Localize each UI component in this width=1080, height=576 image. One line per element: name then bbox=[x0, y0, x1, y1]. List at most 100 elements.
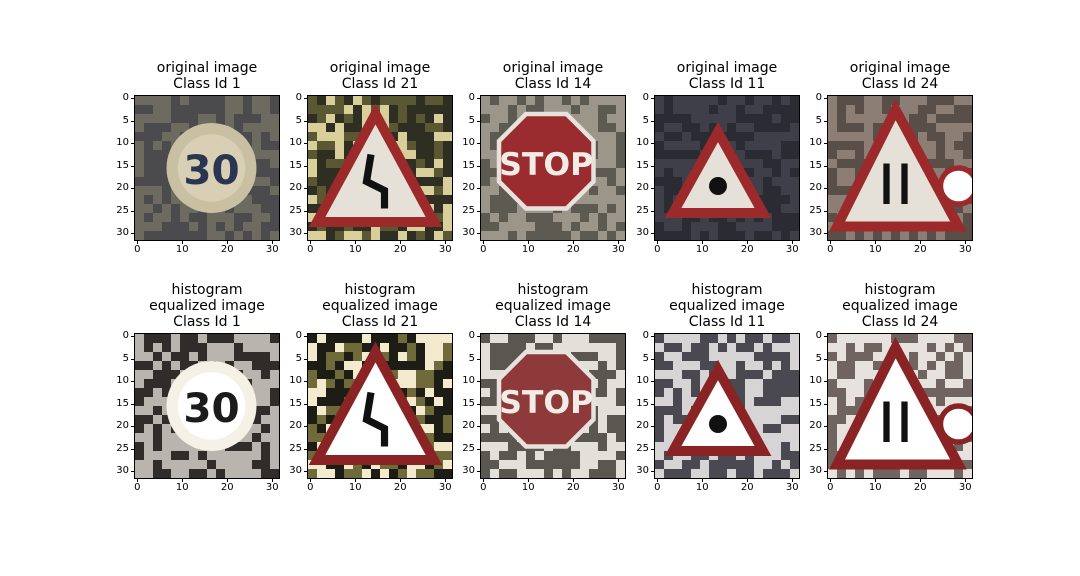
pixel-block bbox=[790, 105, 799, 114]
pixel-block bbox=[443, 141, 452, 150]
y-tick-label: 10 bbox=[462, 375, 475, 387]
pixel-block bbox=[443, 213, 452, 222]
pixel-block bbox=[598, 424, 607, 433]
x-tick-label: 30 bbox=[958, 482, 972, 493]
x-tick-mark bbox=[137, 478, 139, 482]
pixel-block bbox=[954, 123, 963, 132]
pixel-block bbox=[353, 361, 362, 370]
panel-title: histogram equalized image Class Id 24 bbox=[842, 282, 958, 330]
pixel-block bbox=[855, 361, 864, 370]
pixel-block bbox=[745, 132, 754, 141]
pixel-block bbox=[261, 195, 270, 204]
pixel-block bbox=[598, 397, 607, 406]
pixel-block bbox=[954, 379, 963, 388]
pixel-block bbox=[252, 231, 261, 240]
pixel-block bbox=[252, 460, 261, 469]
pixel-block bbox=[353, 114, 362, 123]
pixel-block bbox=[846, 397, 855, 406]
pixel-block bbox=[763, 343, 772, 352]
pixel-block bbox=[135, 379, 144, 388]
pixel-block bbox=[855, 334, 864, 343]
pixel-block bbox=[207, 451, 216, 460]
pixel-block bbox=[490, 141, 499, 150]
pixel-block bbox=[144, 370, 153, 379]
pixel-block bbox=[425, 114, 434, 123]
pixel-block bbox=[655, 132, 664, 141]
pixel-block bbox=[763, 177, 772, 186]
x-tick-mark bbox=[227, 240, 229, 244]
pixel-block bbox=[580, 231, 589, 240]
pixel-block bbox=[963, 123, 972, 132]
pixel-block bbox=[225, 451, 234, 460]
y-tick-label: 20 bbox=[636, 420, 649, 432]
pixel-block bbox=[790, 388, 799, 397]
pixel-block bbox=[616, 397, 625, 406]
pixel-block bbox=[655, 361, 664, 370]
pixel-block bbox=[691, 222, 700, 231]
y-tick-mark bbox=[304, 358, 308, 360]
pixel-block bbox=[855, 96, 864, 105]
pixel-block bbox=[846, 352, 855, 361]
panel-title: histogram equalized image Class Id 11 bbox=[669, 282, 785, 330]
pixel-block bbox=[736, 222, 745, 231]
pixel-block bbox=[691, 105, 700, 114]
panel-title-line: histogram bbox=[171, 282, 243, 298]
pixel-block bbox=[270, 442, 279, 451]
y-tick-mark bbox=[477, 233, 481, 235]
pixel-block bbox=[918, 469, 927, 478]
pixel-block bbox=[261, 343, 270, 352]
pixel-block bbox=[598, 213, 607, 222]
pixel-block bbox=[673, 159, 682, 168]
pixel-block bbox=[616, 213, 625, 222]
pixel-block bbox=[598, 186, 607, 195]
pixel-block bbox=[754, 379, 763, 388]
y-tick-label: 5 bbox=[468, 352, 475, 364]
pixel-block bbox=[909, 114, 918, 123]
pixel-block bbox=[607, 168, 616, 177]
pixel-block bbox=[781, 204, 790, 213]
y-tick-label: 0 bbox=[815, 330, 822, 342]
pixel-block bbox=[781, 141, 790, 150]
pixel-block bbox=[900, 231, 909, 240]
pixel-block bbox=[490, 177, 499, 186]
pixel-block bbox=[144, 123, 153, 132]
pixel-block bbox=[571, 442, 580, 451]
pixel-block bbox=[416, 150, 425, 159]
pixel-block bbox=[416, 352, 425, 361]
pixel-block bbox=[234, 222, 243, 231]
pixel-block bbox=[763, 204, 772, 213]
pixel-block bbox=[828, 177, 837, 186]
pixel-block bbox=[781, 352, 790, 361]
pixel-block bbox=[308, 96, 317, 105]
pixel-block bbox=[308, 114, 317, 123]
x-tick-label: 10 bbox=[175, 244, 189, 255]
pixel-block bbox=[517, 204, 526, 213]
pixel-block bbox=[317, 334, 326, 343]
pixel-block bbox=[790, 195, 799, 204]
pixel-block bbox=[335, 150, 344, 159]
pixel-block bbox=[407, 132, 416, 141]
pixel-block bbox=[490, 186, 499, 195]
pixel-block bbox=[607, 451, 616, 460]
pixel-block bbox=[434, 343, 443, 352]
panel-title-line: equalized image bbox=[842, 298, 958, 314]
pixel-block bbox=[171, 442, 180, 451]
pixel-block bbox=[398, 352, 407, 361]
y-tick-label: 25 bbox=[116, 442, 129, 454]
pixel-block bbox=[945, 379, 954, 388]
pixel-block bbox=[918, 379, 927, 388]
pixel-block bbox=[499, 352, 508, 361]
pixel-block bbox=[700, 222, 709, 231]
pixel-block bbox=[673, 415, 682, 424]
pixel-block bbox=[837, 132, 846, 141]
pixel-block bbox=[416, 379, 425, 388]
pixel-block bbox=[873, 231, 882, 240]
y-tick-label: 25 bbox=[289, 204, 302, 216]
pixel-block bbox=[135, 132, 144, 141]
pixel-block bbox=[198, 114, 207, 123]
pixel-block bbox=[398, 123, 407, 132]
pixel-block bbox=[772, 415, 781, 424]
pixel-block bbox=[443, 168, 452, 177]
pixel-block bbox=[243, 231, 252, 240]
x-tick-label: 20 bbox=[566, 244, 580, 255]
